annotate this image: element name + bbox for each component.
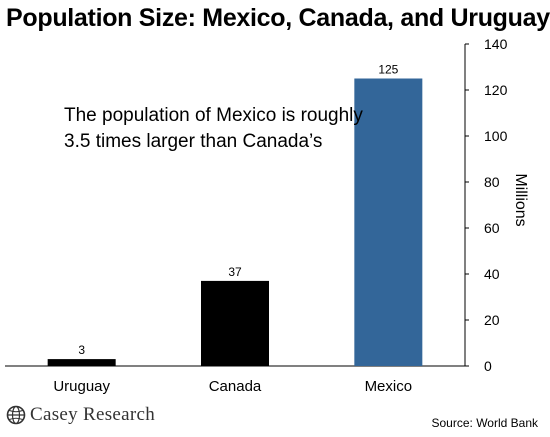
data-label-uruguay: 3 bbox=[78, 343, 85, 357]
x-tick-label-uruguay: Uruguay bbox=[53, 378, 110, 395]
bar-canada bbox=[201, 280, 269, 366]
casey-research-globe-icon bbox=[6, 405, 26, 425]
logo-text: Casey Research bbox=[30, 404, 156, 425]
y-tick-label: 60 bbox=[484, 220, 500, 236]
bar-mexico bbox=[354, 78, 423, 366]
x-tick-label-canada: Canada bbox=[209, 378, 262, 395]
bar-uruguay bbox=[47, 359, 116, 366]
annotation-line-2: 3.5 times larger than Canada’s bbox=[64, 131, 323, 152]
data-label-canada: 37 bbox=[228, 265, 242, 279]
y-axis-label: Millions bbox=[512, 173, 529, 226]
y-tick-label: 120 bbox=[484, 82, 508, 98]
y-tick-label: 100 bbox=[484, 128, 508, 144]
y-tick-label: 40 bbox=[484, 266, 500, 282]
annotation-line-1: The population of Mexico is roughly bbox=[64, 105, 363, 126]
data-label-mexico: 125 bbox=[378, 63, 398, 77]
chart-annotation: The population of Mexico is roughly 3.5 … bbox=[64, 103, 384, 155]
y-tick-label: 20 bbox=[484, 312, 500, 328]
chart-source: Source: World Bank bbox=[431, 416, 539, 430]
chart-title: Population Size: Mexico, Canada, and Uru… bbox=[6, 4, 550, 32]
y-tick-label: 0 bbox=[484, 358, 492, 374]
x-tick-label-mexico: Mexico bbox=[365, 378, 413, 395]
casey-research-logo: Casey Research bbox=[6, 404, 155, 426]
y-tick-label: 140 bbox=[484, 36, 508, 52]
y-tick-label: 80 bbox=[484, 174, 500, 190]
